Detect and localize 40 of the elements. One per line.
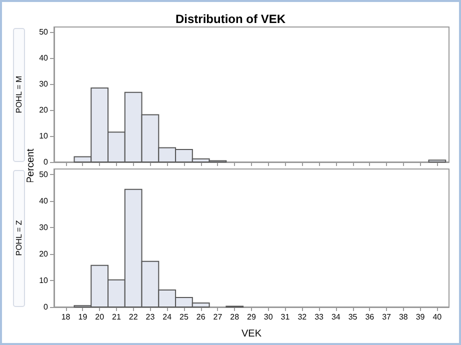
y-axis-title: Percent [26,148,36,184]
y-tick-label: 0 [44,302,49,312]
x-tick-label: 34 [331,312,341,322]
x-tick-label: 24 [162,312,172,322]
x-axis-title: VEK [241,328,262,340]
y-tick-label: 30 [39,222,49,232]
x-tick-label: 22 [128,312,138,322]
x-tick-label: 36 [365,312,375,322]
x-tick-label: 26 [196,312,206,322]
x-tick-label: 33 [314,312,324,322]
y-tick-label: 10 [39,132,49,141]
x-tick-label: 23 [146,312,156,322]
x-tick-label: 35 [348,312,358,322]
x-tick-label: 25 [180,312,189,322]
y-tick-label: 0 [44,158,49,166]
x-tick-label: 21 [112,312,122,322]
x-tick-label: 19 [78,312,88,322]
y-tick-label: 50 [39,28,49,37]
x-tick-label: 29 [247,312,256,322]
text: POHL = M [14,76,24,114]
y-tick-label: 40 [39,54,49,63]
x-tick-label: 30 [264,312,274,322]
x-tick-label: 20 [95,312,105,322]
y-tick-label: 40 [39,196,49,206]
x-tick-label: 31 [280,312,290,322]
x-tick-label: 38 [398,312,408,322]
y-tick-label: 10 [39,276,49,285]
y-tick-label: 50 [39,170,49,179]
y-tick-label: 20 [39,106,49,115]
x-tick-label: 28 [230,312,240,322]
x-tick-label: 39 [416,312,426,322]
y-tick-label: 30 [39,80,49,89]
x-tick-label: 40 [432,312,442,322]
x-tick-label: 27 [213,312,223,322]
x-tick-label: 18 [61,312,71,322]
y-tick-label: 20 [39,249,49,258]
x-tick-label: 37 [382,312,392,322]
text: POHL = Z [14,220,24,256]
x-tick-label: 32 [298,312,308,322]
chart-title: Distribution of VEK [176,12,286,26]
